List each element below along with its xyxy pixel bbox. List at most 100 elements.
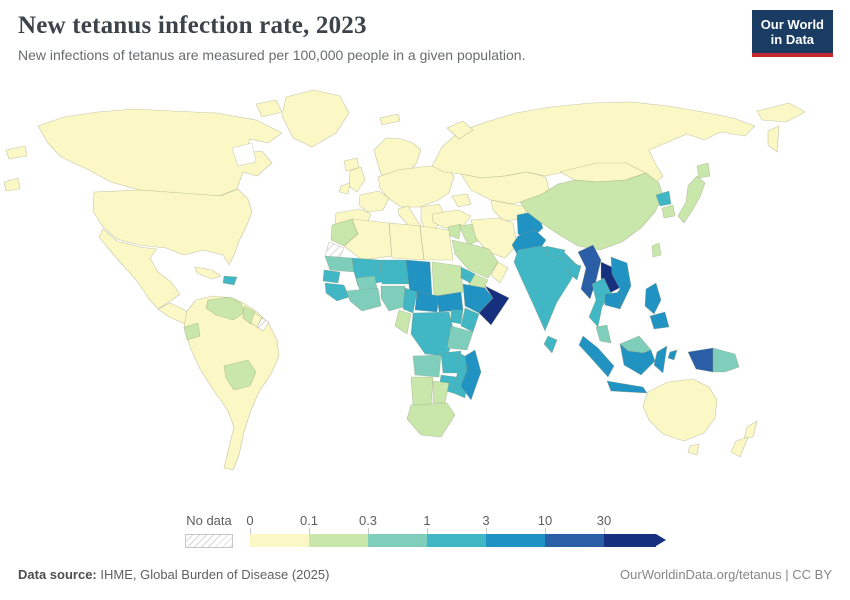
region-french-guiana[interactable] <box>256 317 270 332</box>
region-kamchatka[interactable] <box>767 125 780 153</box>
region-scandinavia[interactable] <box>373 137 422 184</box>
legend-tick-label: 0 <box>246 513 254 528</box>
region-caucasus[interactable] <box>451 193 472 208</box>
region-bolivia[interactable] <box>223 359 257 391</box>
region-nigeria[interactable] <box>380 285 408 312</box>
region-kalimantan[interactable] <box>619 343 656 376</box>
region-svalbard[interactable] <box>379 113 401 126</box>
region-tasmania[interactable] <box>687 443 700 456</box>
region-guinea[interactable] <box>324 282 350 302</box>
region-mauritania[interactable] <box>324 255 355 273</box>
hudson-bay <box>231 142 257 167</box>
region-philippines[interactable] <box>644 282 662 315</box>
legend-bin-b5[interactable] <box>486 534 545 547</box>
region-nepal[interactable] <box>545 245 566 260</box>
region-south-africa[interactable] <box>406 402 456 438</box>
region-west-papua[interactable] <box>687 347 714 373</box>
region-new-zealand-south[interactable] <box>730 436 749 458</box>
region-libya[interactable] <box>388 222 425 261</box>
region-japan[interactable] <box>677 175 706 224</box>
legend-bin-b2[interactable] <box>309 534 368 547</box>
chart-subtitle: New infections of tetanus are measured p… <box>18 47 526 63</box>
region-tanzania[interactable] <box>446 325 474 351</box>
footer-link[interactable]: OurWorldinData.org/tetanus | CC BY <box>620 567 832 582</box>
region-west-fragment-1[interactable] <box>5 145 28 160</box>
legend-arrow-tip <box>656 534 666 546</box>
region-novaya-zemlya[interactable] <box>446 120 474 140</box>
region-oman[interactable] <box>490 261 509 284</box>
region-sulawesi[interactable] <box>653 345 668 374</box>
region-papua-new-guinea[interactable] <box>712 347 740 373</box>
legend-tick-mark <box>427 528 428 534</box>
region-dr-congo[interactable] <box>410 311 456 357</box>
region-thailand[interactable] <box>588 277 612 328</box>
region-gabon[interactable] <box>394 309 412 335</box>
region-sri-lanka[interactable] <box>543 335 558 354</box>
region-moluccas[interactable] <box>667 349 678 361</box>
owid-logo[interactable]: Our World in Data <box>751 10 833 57</box>
legend-bin-b7[interactable] <box>604 534 656 547</box>
region-ecuador[interactable] <box>183 322 201 341</box>
legend-tick-label: 30 <box>596 513 612 528</box>
region-hokkaido[interactable] <box>696 162 711 179</box>
region-chukotka[interactable] <box>756 102 806 123</box>
region-madagascar[interactable] <box>460 349 482 401</box>
region-gulf-of-guinea-coast[interactable] <box>345 287 382 312</box>
region-arctic-island[interactable] <box>255 99 283 118</box>
region-myanmar[interactable] <box>577 244 602 300</box>
region-bangladesh[interactable] <box>567 261 582 281</box>
region-greenland[interactable] <box>281 89 350 148</box>
region-france[interactable] <box>358 190 390 213</box>
region-ireland[interactable] <box>338 182 351 195</box>
legend-bin-b4[interactable] <box>427 534 486 547</box>
region-iran[interactable] <box>470 217 518 259</box>
region-senegal[interactable] <box>322 269 341 284</box>
region-malaysia[interactable] <box>595 324 612 344</box>
region-usa[interactable] <box>92 188 253 266</box>
legend-no-data[interactable]: No data <box>185 513 233 548</box>
region-cuba[interactable] <box>194 266 222 280</box>
legend-color-scale: 0 0.1 0.3 1 3 10 30 <box>246 513 680 553</box>
region-mexico[interactable] <box>98 228 181 310</box>
region-somalia[interactable] <box>478 285 510 326</box>
region-west-fragment-2[interactable] <box>3 177 21 192</box>
legend-tick-mark <box>545 528 546 534</box>
region-uganda[interactable] <box>450 309 464 325</box>
region-botswana[interactable] <box>432 380 450 404</box>
no-data-label: No data <box>186 513 232 528</box>
owid-logo-line2: in Data <box>770 32 815 48</box>
region-new-zealand-north[interactable] <box>743 420 758 440</box>
region-namibia[interactable] <box>410 376 434 408</box>
source-label: Data source: <box>18 567 97 582</box>
region-egypt[interactable] <box>419 225 454 261</box>
region-hispaniola[interactable] <box>222 275 238 286</box>
chart-header: New tetanus infection rate, 2023 New inf… <box>18 12 758 63</box>
region-central-african-republic[interactable] <box>414 291 440 313</box>
region-north-korea[interactable] <box>655 190 672 207</box>
region-eritrea[interactable] <box>460 266 476 284</box>
region-niger[interactable] <box>379 259 411 285</box>
region-canada[interactable] <box>37 108 283 197</box>
no-data-swatch[interactable] <box>185 534 233 548</box>
region-united-kingdom[interactable] <box>348 166 366 193</box>
region-angola[interactable] <box>412 354 442 378</box>
region-taiwan[interactable] <box>651 242 662 258</box>
region-sumatra[interactable] <box>578 335 615 378</box>
region-mindanao[interactable] <box>649 311 670 330</box>
world-map-svg <box>3 89 806 471</box>
region-sudan[interactable] <box>431 261 464 297</box>
region-saudi-arabia[interactable] <box>451 239 499 279</box>
legend-tick-label: 3 <box>482 513 490 528</box>
region-venezuela[interactable] <box>205 296 245 321</box>
legend-tick-label: 0.3 <box>358 513 378 528</box>
region-cambodia[interactable] <box>604 291 623 310</box>
region-india[interactable] <box>513 245 578 332</box>
legend-bin-b3[interactable] <box>368 534 427 547</box>
legend-tick-mark <box>309 528 310 534</box>
legend-tick-mark <box>604 528 605 534</box>
region-java[interactable] <box>606 380 648 394</box>
legend-bin-b6[interactable] <box>545 534 604 547</box>
legend-bin-b1[interactable] <box>250 534 309 547</box>
region-australia[interactable] <box>642 378 718 442</box>
region-south-korea[interactable] <box>661 204 676 219</box>
